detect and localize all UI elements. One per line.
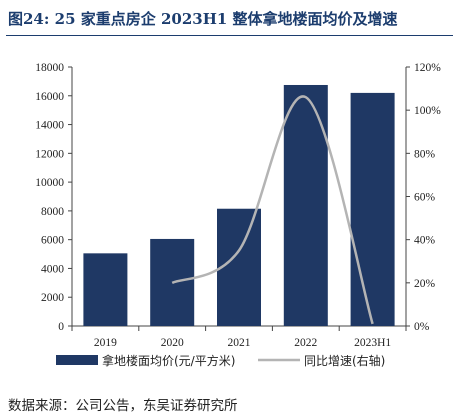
x-axis-ticks: 2019 2020 2021 2022 2023H1 — [71, 326, 407, 349]
left-tick-label: 4000 — [41, 263, 64, 275]
growth-line — [171, 95, 374, 325]
left-tick-label: 18000 — [35, 62, 64, 74]
right-axis-ticks: 0% 20% 40% 60% 80% 100% 120% — [406, 62, 441, 333]
price-bar — [217, 208, 261, 326]
x-tick-label: 2023H1 — [354, 337, 391, 349]
right-tick-label: 20% — [414, 278, 436, 290]
growth-line-series — [171, 95, 374, 325]
right-tick-label: 100% — [414, 105, 441, 117]
x-tick-label: 2020 — [161, 337, 184, 349]
legend-label-bar: 拿地楼面均价(元/平方米) — [102, 353, 235, 368]
right-tick-label: 120% — [414, 62, 441, 74]
left-tick-label: 0 — [58, 321, 64, 333]
x-tick-label: 2021 — [228, 337, 251, 349]
right-tick-label: 40% — [414, 235, 436, 247]
x-tick-label: 2022 — [294, 337, 317, 349]
bar-line-chart: 0 2000 4000 6000 8000 10000 12000 14000 16000 180… — [35, 62, 441, 368]
title-rule — [6, 35, 453, 36]
left-axis-ticks: 0 2000 4000 6000 8000 10000 12000 14000 16000 180… — [35, 62, 72, 333]
price-bar — [83, 253, 128, 326]
left-tick-label: 16000 — [35, 91, 64, 103]
x-tick-label: 2019 — [94, 337, 117, 349]
left-tick-label: 8000 — [41, 206, 64, 218]
left-tick-label: 14000 — [35, 120, 64, 132]
price-bar — [350, 92, 395, 327]
left-tick-label: 10000 — [35, 177, 64, 189]
left-tick-label: 12000 — [35, 148, 64, 160]
bar-series — [83, 84, 395, 327]
right-tick-label: 0% — [414, 321, 430, 333]
legend-label-line: 同比增速(右轴) — [304, 353, 385, 368]
left-tick-label: 2000 — [41, 292, 64, 304]
right-tick-label: 60% — [414, 192, 436, 204]
legend-swatch-bar — [56, 355, 98, 365]
right-tick-label: 80% — [414, 148, 436, 160]
chart-title: 图24: 25 家重点房企 2023H1 整体拿地楼面均价及增速 — [8, 10, 398, 28]
legend: 拿地楼面均价(元/平方米) 同比增速(右轴) — [56, 353, 385, 368]
left-tick-label: 6000 — [41, 235, 64, 247]
data-source-note: 数据来源：公司公告，东吴证券研究所 — [8, 398, 238, 414]
